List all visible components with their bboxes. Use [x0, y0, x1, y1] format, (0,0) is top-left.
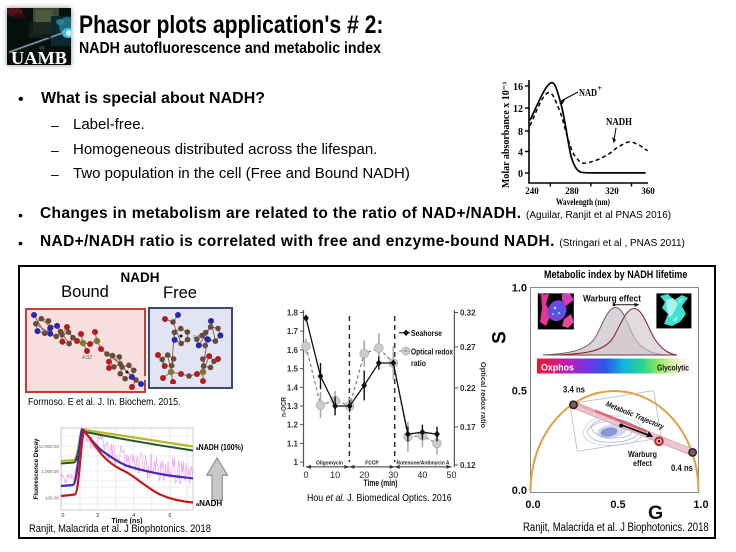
svg-text:NAD: NAD	[579, 87, 597, 99]
svg-text:Fluorescence Decay: Fluorescence Decay	[33, 438, 40, 499]
svg-text:360: 360	[641, 186, 655, 196]
svg-text:3.4 ns: 3.4 ns	[563, 385, 585, 395]
svg-text:1.0: 1.0	[512, 283, 527, 295]
svg-text:16: 16	[513, 82, 523, 93]
svg-text:Seahorse: Seahorse	[411, 329, 442, 338]
svg-text:12: 12	[513, 104, 523, 115]
svg-text:1.8: 1.8	[287, 309, 299, 318]
svg-text:0.22: 0.22	[460, 384, 476, 393]
svg-text:0: 0	[61, 513, 64, 519]
svg-text:0.5: 0.5	[610, 499, 625, 511]
svg-text:1.5: 1.5	[287, 365, 299, 374]
svg-text:Rotenone/Antimycin A: Rotenone/Antimycin A	[397, 460, 450, 466]
svg-text:Optical redox: Optical redox	[411, 347, 453, 356]
svg-text:ratio: ratio	[411, 359, 426, 368]
svg-text:4: 4	[132, 513, 135, 519]
svg-text:40: 40	[417, 470, 427, 480]
svg-text:n-OCR: n-OCR	[279, 397, 288, 417]
svg-text:1.3: 1.3	[287, 402, 299, 411]
svg-text:Time (min): Time (min)	[364, 478, 398, 488]
svg-text:2: 2	[96, 513, 99, 519]
svg-text:Oxphos: Oxphos	[541, 363, 574, 374]
svg-text:0.27: 0.27	[460, 343, 476, 352]
svg-text:1: 1	[294, 458, 299, 467]
svg-text:G: G	[648, 502, 663, 524]
svg-text:20: 20	[359, 470, 369, 480]
svg-text:10,000.00: 10,000.00	[39, 444, 60, 449]
svg-text:1.2: 1.2	[287, 421, 299, 430]
svg-text:6: 6	[168, 513, 171, 519]
svg-text:0: 0	[303, 470, 308, 480]
svg-text:Oligomycin: Oligomycin	[316, 460, 344, 466]
svg-text:30: 30	[388, 470, 398, 480]
svg-text:100.00: 100.00	[45, 496, 59, 501]
svg-text:+: +	[598, 84, 603, 93]
svg-text:UAMB: UAMB	[11, 48, 67, 65]
svg-text:0.5: 0.5	[512, 386, 527, 398]
svg-text:Warburg: Warburg	[628, 449, 657, 459]
svg-text:FCCP: FCCP	[365, 460, 379, 466]
svg-text:50: 50	[446, 470, 456, 480]
svg-text:2.6: 2.6	[192, 334, 200, 339]
svg-text:Warburg effect: Warburg effect	[583, 294, 642, 305]
svg-text:0.12: 0.12	[460, 461, 476, 470]
svg-text:8: 8	[518, 127, 523, 138]
svg-text:1.6: 1.6	[287, 346, 299, 355]
svg-text:240: 240	[525, 186, 539, 196]
svg-text:Time (ns): Time (ns)	[112, 518, 143, 524]
svg-text:Wavelength (nm): Wavelength (nm)	[556, 197, 610, 208]
svg-text:4.02: 4.02	[82, 355, 92, 361]
svg-text:1.1: 1.1	[287, 439, 299, 448]
svg-text:0.0: 0.0	[525, 499, 540, 511]
svg-text:NADH: NADH	[606, 116, 632, 128]
svg-text:0.32: 0.32	[460, 309, 476, 318]
svg-text:0.4 ns: 0.4 ns	[671, 463, 693, 473]
svg-text:Molar absorbance x 10⁻³: Molar absorbance x 10⁻³	[501, 82, 512, 188]
svg-text:Optical redox ratio: Optical redox ratio	[479, 362, 488, 429]
svg-text:1.4: 1.4	[287, 383, 299, 392]
svg-text:320: 320	[605, 186, 619, 196]
svg-text:280: 280	[565, 186, 579, 196]
svg-text:0: 0	[518, 169, 523, 180]
svg-text:1,000.00: 1,000.00	[41, 469, 59, 474]
svg-text:1.7: 1.7	[287, 327, 299, 336]
svg-text:0.0: 0.0	[512, 485, 527, 497]
svg-text:4: 4	[518, 148, 523, 159]
svg-text:1.0: 1.0	[693, 499, 708, 511]
svg-text:10: 10	[330, 470, 340, 480]
svg-text:Glycolytic: Glycolytic	[657, 363, 689, 373]
svg-text:0.17: 0.17	[460, 423, 476, 432]
svg-text:effect: effect	[633, 458, 652, 468]
